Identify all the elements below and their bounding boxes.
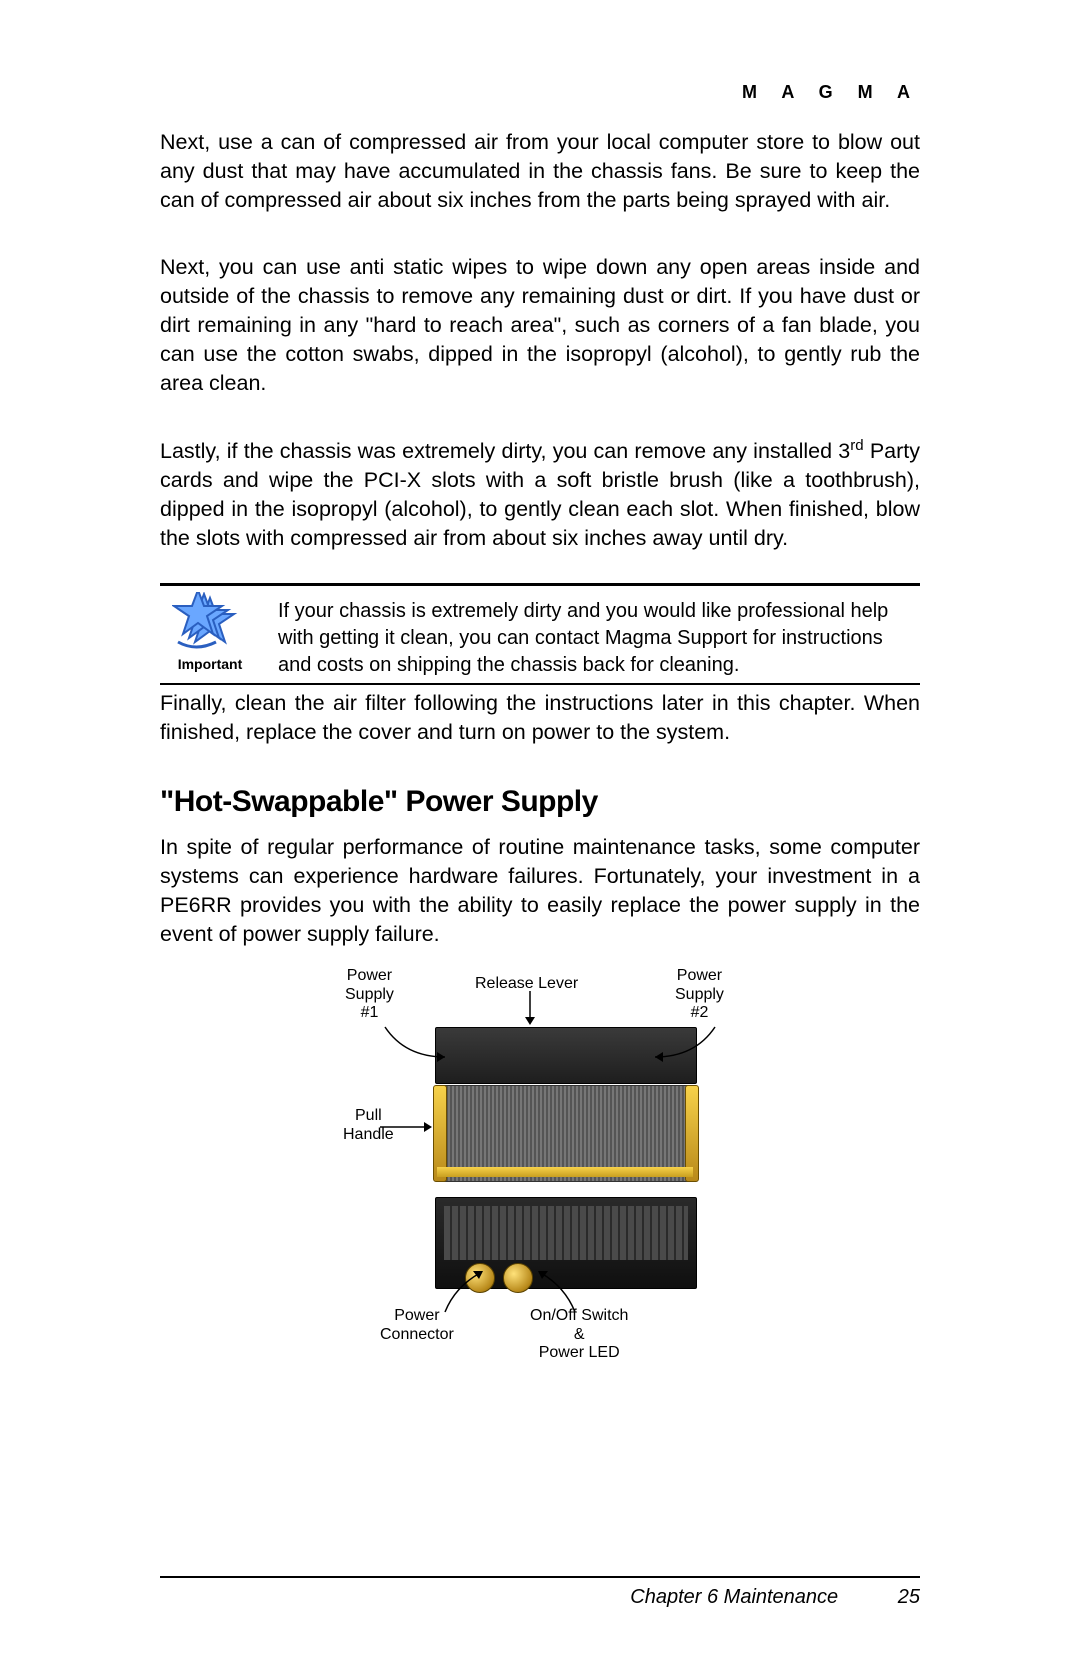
footer-chapter: Chapter 6 Maintenance (630, 1586, 838, 1608)
page-footer: Chapter 6 Maintenance 25 (160, 1576, 920, 1609)
paragraph-1: Next, use a can of compressed air from y… (160, 128, 920, 215)
paragraph-4: Finally, clean the air filter following … (160, 689, 920, 747)
arrow-psu2 (645, 987, 745, 1067)
callout-rule-bottom (160, 683, 920, 685)
arrow-connector (435, 1267, 495, 1317)
arrow-pull-handle (380, 1117, 440, 1147)
yellow-strip (437, 1167, 693, 1177)
heading-hot-swappable: "Hot-Swappable" Power Supply (160, 785, 920, 819)
arrow-switch (535, 1267, 595, 1317)
important-label: Important (160, 656, 260, 672)
arrow-psu1 (365, 987, 465, 1067)
footer-page-number: 25 (898, 1586, 920, 1608)
callout-text: If your chassis is extremely dirty and y… (278, 592, 920, 679)
p3-part-a: Lastly, if the chassis was extremely dir… (160, 439, 850, 463)
paragraph-3: Lastly, if the chassis was extremely dir… (160, 436, 920, 553)
paragraph-5: In spite of regular performance of routi… (160, 833, 920, 949)
footer-rule (160, 1576, 920, 1578)
header-brand: M A G M A (742, 82, 920, 103)
arrow-release (520, 991, 540, 1031)
paragraph-2: Next, you can use anti static wipes to w… (160, 253, 920, 398)
p3-superscript: rd (850, 437, 863, 454)
power-supply-diagram: Power Supply #1 Release Lever Power Supp… (325, 967, 755, 1397)
page: M A G M A Next, use a can of compressed … (0, 0, 1080, 1669)
important-callout: Important If your chassis is extremely d… (160, 583, 920, 685)
important-icon: Important (160, 592, 260, 672)
